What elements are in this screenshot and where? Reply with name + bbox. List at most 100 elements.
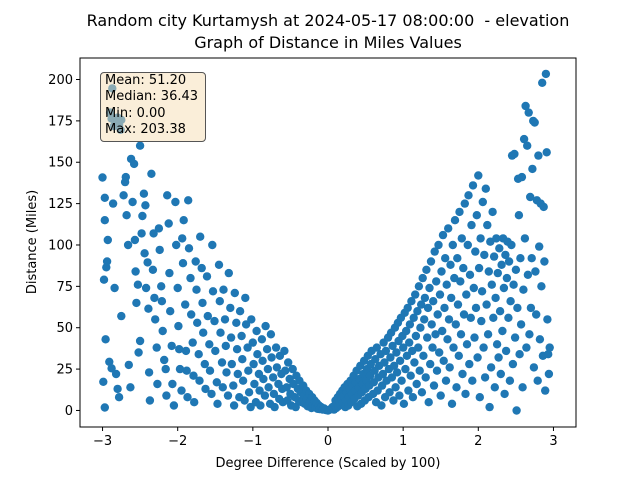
data-point: [414, 282, 424, 291]
data-point: [208, 240, 217, 250]
data-point: [213, 399, 222, 408]
data-point: [454, 351, 463, 360]
data-point: [161, 364, 170, 374]
data-point: [540, 257, 549, 266]
data-point: [544, 369, 554, 379]
data-point: [130, 235, 140, 245]
data-point: [207, 389, 216, 399]
data-point: [111, 369, 121, 379]
data-point: [495, 307, 505, 316]
data-point: [534, 151, 543, 160]
data-point: [417, 300, 426, 309]
data-point: [523, 141, 532, 150]
data-point: [190, 398, 199, 407]
data-point: [511, 265, 521, 274]
data-point: [255, 386, 264, 395]
stats-median: Median: 36.43: [105, 89, 199, 105]
data-point: [181, 300, 190, 309]
data-point: [523, 270, 533, 279]
data-point: [433, 310, 442, 319]
data-point: [512, 406, 521, 415]
data-point: [220, 315, 230, 324]
data-point: [128, 197, 137, 207]
data-point: [266, 330, 276, 339]
data-point: [538, 78, 547, 88]
data-point: [226, 303, 235, 313]
data-points: [98, 69, 554, 415]
y-tick-label: 0: [65, 404, 73, 419]
data-point: [462, 290, 471, 299]
data-point: [99, 377, 108, 386]
data-point: [404, 386, 413, 395]
data-point: [480, 250, 489, 260]
data-point: [516, 254, 525, 263]
data-point: [391, 383, 400, 392]
data-point: [248, 338, 257, 347]
data-point: [495, 244, 504, 253]
data-point: [468, 376, 477, 385]
x-tick-label: −3: [93, 434, 112, 449]
data-point: [217, 358, 227, 367]
stats-mean: Mean: 51.20: [105, 73, 187, 88]
data-point: [443, 335, 452, 344]
data-point: [386, 353, 395, 362]
data-point: [132, 298, 141, 308]
data-point: [502, 273, 512, 283]
chart-title-line2: Graph of Distance in Miles Values: [194, 33, 462, 52]
data-point: [121, 172, 130, 182]
data-point: [482, 300, 491, 309]
data-point: [184, 196, 193, 205]
data-point: [411, 290, 420, 299]
data-point: [425, 283, 434, 293]
data-point: [537, 282, 546, 291]
data-point: [218, 383, 227, 392]
data-point: [535, 242, 544, 251]
data-point: [249, 359, 258, 369]
y-tick-label: 75: [56, 280, 73, 295]
data-point: [471, 247, 480, 256]
data-point: [526, 192, 535, 202]
y-tick-label: 175: [48, 114, 73, 129]
data-point: [201, 384, 210, 394]
data-point: [504, 313, 513, 322]
data-point: [483, 330, 493, 339]
data-point: [143, 258, 152, 267]
data-point: [260, 391, 270, 400]
data-point: [509, 280, 518, 289]
data-point: [441, 254, 450, 263]
data-point: [102, 257, 112, 266]
data-point: [429, 381, 439, 390]
data-point: [472, 211, 481, 220]
data-point: [138, 211, 147, 221]
data-point: [178, 234, 187, 243]
data-point: [453, 254, 462, 263]
data-point: [426, 359, 435, 369]
data-point: [465, 270, 475, 279]
data-point: [246, 402, 255, 412]
data-point: [114, 393, 124, 402]
data-point: [521, 101, 530, 111]
data-point: [193, 318, 202, 327]
x-tick-label: −2: [168, 434, 187, 449]
data-point: [223, 391, 233, 400]
data-point: [214, 260, 224, 269]
data-point: [477, 316, 486, 326]
data-point: [392, 368, 402, 377]
data-point: [241, 320, 251, 329]
data-point: [238, 376, 248, 385]
data-point: [465, 359, 474, 369]
data-point: [435, 290, 445, 299]
data-point: [473, 353, 482, 362]
x-tick-label: −1: [243, 434, 262, 449]
data-point: [492, 340, 502, 349]
data-point: [378, 369, 388, 379]
data-point: [462, 340, 472, 349]
data-point: [483, 220, 492, 230]
data-point: [506, 297, 515, 306]
data-point: [257, 335, 267, 344]
data-point: [377, 401, 386, 410]
data-point: [399, 399, 409, 408]
data-point: [460, 199, 469, 208]
data-point: [463, 240, 472, 250]
data-point: [385, 388, 394, 397]
